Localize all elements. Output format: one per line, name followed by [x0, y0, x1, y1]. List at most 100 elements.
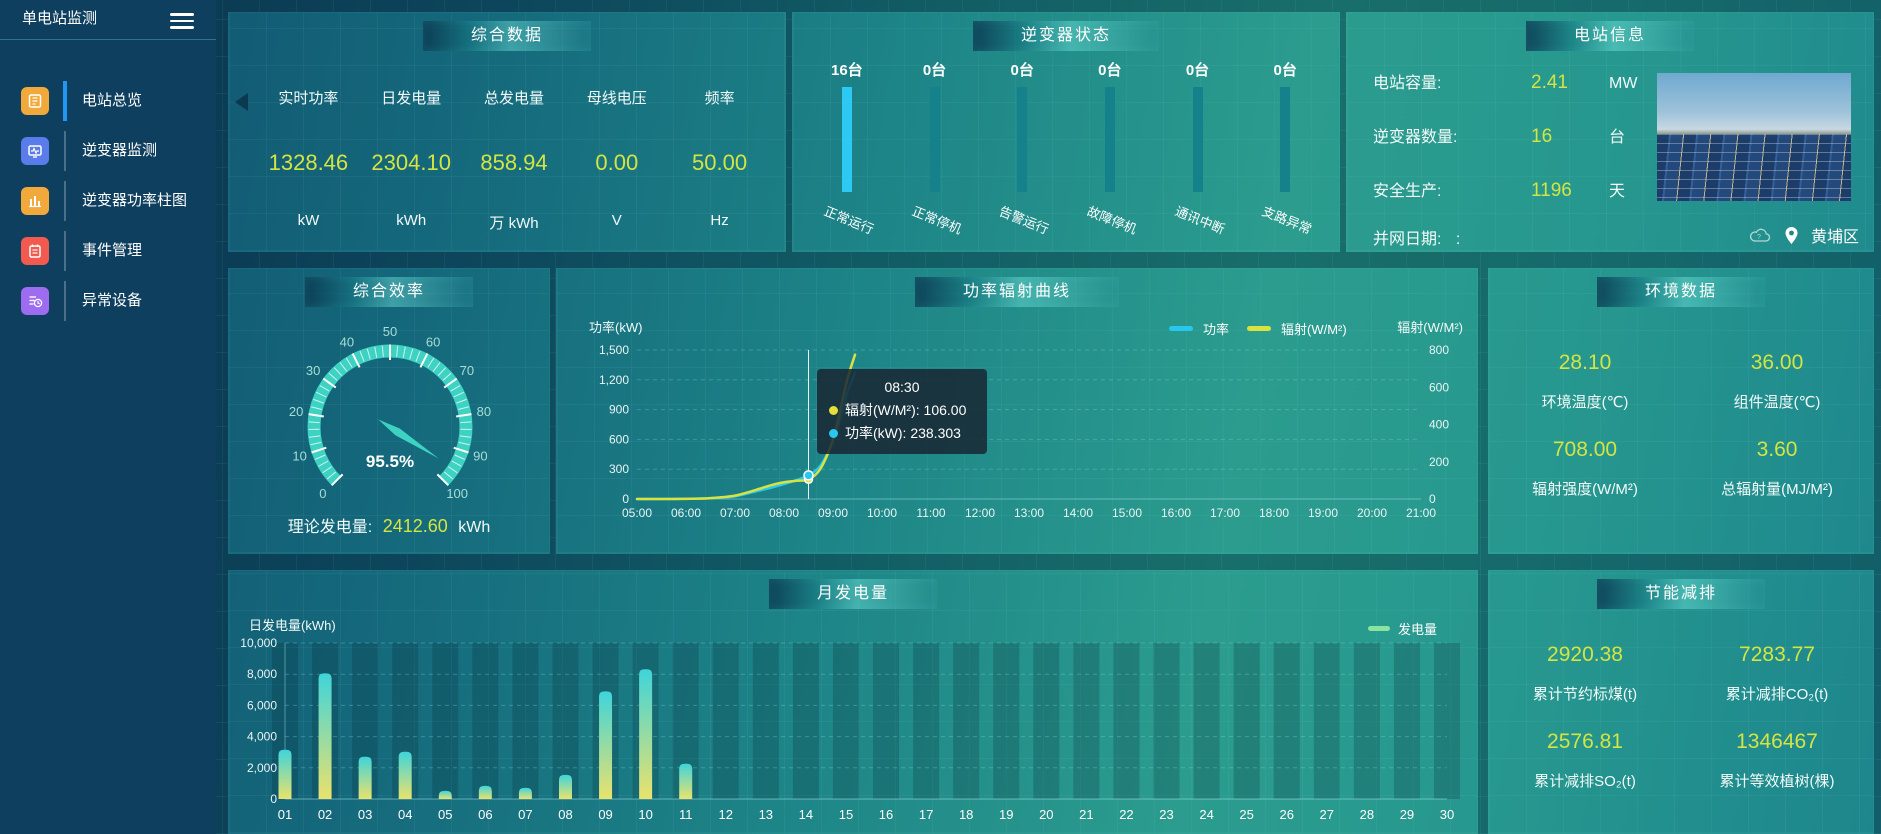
svg-text:08:00: 08:00 — [769, 506, 799, 520]
summary-metrics: 实时功率 1328.46 kW 日发电量 2304.10 kWh 总发电量 85… — [257, 65, 771, 233]
svg-text:12: 12 — [719, 807, 733, 822]
sidebar-item-station-overview[interactable]: 电站总览 — [0, 76, 216, 126]
power-legend-marker[interactable] — [1169, 326, 1193, 331]
svg-text:11: 11 — [679, 807, 693, 822]
generation-legend-marker[interactable] — [1367, 626, 1390, 631]
monthly-generation-chart[interactable]: 0 2,000 4,000 6,000 8,000 10,000 01 02 03 04 05 06 0… — [229, 571, 1479, 834]
collapse-arrow-icon[interactable] — [235, 93, 248, 111]
radiation-legend-marker[interactable] — [1247, 326, 1272, 331]
svg-text:10:00: 10:00 — [867, 506, 897, 520]
metric-daily-generation: 日发电量 2304.10 kWh — [371, 90, 451, 229]
svg-text:21:00: 21:00 — [1406, 506, 1436, 520]
district-label: 黄埔区 — [1810, 229, 1859, 246]
curve-legend: 功率 辐射(W/M²) — [1169, 319, 1355, 338]
svg-text:08: 08 — [558, 807, 572, 822]
menu-divider — [64, 281, 66, 321]
svg-text:8,000: 8,000 — [247, 667, 277, 681]
inverter-status-normal-stop: 0台 正常停机 — [909, 62, 964, 237]
inverter-count-row: 逆变器数量: 16 台 — [1373, 126, 1626, 147]
svg-text:18: 18 — [959, 807, 973, 822]
svg-text:4,000: 4,000 — [247, 730, 277, 744]
savings-metrics: 2920.38 累计节约标煤(t) 7283.77 累计减排CO₂(t) 257… — [1489, 643, 1873, 817]
svg-text:90: 90 — [473, 448, 487, 463]
metric-ambient-temp: 28.10 环境温度(℃) — [1541, 351, 1629, 411]
status-bar — [929, 87, 940, 192]
svg-text:0: 0 — [1429, 492, 1436, 506]
svg-text:23: 23 — [1159, 807, 1173, 822]
panel-title: 月发电量 — [768, 579, 938, 609]
status-bar — [1017, 87, 1028, 192]
sidebar: 单电站监测 电站总览 逆变器监测 — [0, 0, 216, 834]
svg-text:6,000: 6,000 — [247, 698, 277, 712]
svg-text:100: 100 — [446, 486, 468, 501]
svg-text:50: 50 — [383, 324, 397, 339]
tooltip-power: 功率(kW): 238.303 — [829, 422, 975, 445]
svg-text:15: 15 — [839, 807, 853, 822]
svg-text:300: 300 — [609, 462, 629, 476]
overview-icon — [21, 87, 49, 115]
panel-inverter-status: 逆变器状态 16台 正常运行 0台 正常停机 0台 告警运行 0台 故障停机 — [792, 12, 1340, 252]
sidebar-item-inverter-monitor[interactable]: 逆变器监测 — [0, 126, 216, 176]
inverter-status-comm-lost: 0台 通讯中断 — [1172, 62, 1227, 237]
svg-text:900: 900 — [609, 403, 629, 417]
sidebar-item-label: 逆变器功率柱图 — [82, 192, 188, 209]
panel-title: 综合效率 — [304, 277, 474, 307]
svg-text:29: 29 — [1400, 807, 1414, 822]
menu-divider — [64, 181, 66, 221]
sidebar-item-inverter-power-bars[interactable]: 逆变器功率柱图 — [0, 176, 216, 226]
generation-legend-label[interactable]: 发电量 — [1397, 622, 1437, 637]
status-bar — [841, 87, 852, 192]
monthly-y-axis-name: 日发电量(kWh) — [249, 618, 336, 633]
tooltip-time: 08:30 — [884, 379, 920, 395]
metric-trees-equivalent: 1346467 累计等效植树(棵) — [1719, 730, 1835, 790]
monthly-legend: 发电量 — [1367, 619, 1437, 638]
menu-divider — [64, 231, 66, 271]
metric-total-generation: 总发电量 858.94 万 kWh — [480, 90, 548, 232]
panel-environment-data: 环境数据 28.10 环境温度(℃) 36.00 组件温度(℃) 708.00 … — [1488, 268, 1874, 554]
weather-cloud-icon: ? — [1749, 228, 1771, 242]
sidebar-item-label: 异常设备 — [82, 292, 143, 309]
hamburger-menu-icon[interactable] — [170, 13, 194, 29]
left-axis-name: 功率(kW) — [589, 320, 643, 335]
radiation-legend-label[interactable]: 辐射(W/M²) — [1281, 322, 1347, 337]
status-bar — [1280, 87, 1291, 192]
status-bar — [1104, 87, 1115, 192]
svg-text:13:00: 13:00 — [1014, 506, 1044, 520]
efficiency-gauge-chart[interactable]: 0 10 20 30 40 50 60 70 80 90 100 95.5% — [229, 315, 551, 528]
svg-text:30: 30 — [1440, 807, 1454, 822]
chart-tooltip: 08:30 辐射(W/M²): 106.00 功率(kW): 238.303 — [817, 369, 987, 454]
panel-title: 环境数据 — [1596, 277, 1766, 307]
svg-text:04: 04 — [398, 807, 412, 822]
svg-text:0: 0 — [270, 792, 277, 806]
grid-date-row: 并网日期: : — [1373, 231, 1461, 248]
svg-text:22: 22 — [1119, 807, 1133, 822]
svg-text:03: 03 — [358, 807, 372, 822]
metric-co2-reduced: 7283.77 累计减排CO₂(t) — [1725, 643, 1829, 703]
power-radiation-chart[interactable]: 0 300 600 900 1,200 1,500 0 200 400 600 800 05:00 06… — [557, 269, 1479, 555]
svg-text:05: 05 — [438, 807, 452, 822]
metric-total-radiation: 3.60 总辐射量(MJ/M²) — [1721, 438, 1833, 498]
panel-title: 节能减排 — [1596, 579, 1766, 609]
power-legend-label[interactable]: 功率 — [1203, 322, 1230, 337]
abnormal-device-icon — [21, 287, 49, 315]
svg-text:800: 800 — [1429, 343, 1449, 357]
svg-text:30: 30 — [306, 363, 320, 378]
svg-text:17:00: 17:00 — [1210, 506, 1240, 520]
panel-monthly-generation: 月发电量 日发电量(kWh) 发电量 0 2,000 4,000 6,000 8,000… — [228, 570, 1478, 834]
svg-text:07:00: 07:00 — [720, 506, 750, 520]
svg-text:06: 06 — [478, 807, 492, 822]
metric-frequency: 频率 50.00 Hz — [692, 90, 748, 229]
panel-efficiency: 综合效率 0 10 20 30 40 50 60 70 80 90 100 95.5% 理论发电量: … — [228, 268, 550, 554]
svg-text:13: 13 — [759, 807, 773, 822]
svg-text:25: 25 — [1239, 807, 1253, 822]
svg-text:15:00: 15:00 — [1112, 506, 1142, 520]
svg-text:05:00: 05:00 — [622, 506, 652, 520]
inverter-status-bars[interactable]: 16台 正常运行 0台 正常停机 0台 告警运行 0台 故障停机 0台 — [803, 59, 1329, 238]
svg-text:09:00: 09:00 — [818, 506, 848, 520]
theoretical-generation: 理论发电量: 2412.60 kWh — [287, 516, 491, 536]
metric-realtime-power: 实时功率 1328.46 kW — [268, 90, 349, 229]
svg-text:21: 21 — [1079, 807, 1093, 822]
power-dot — [829, 429, 838, 438]
sidebar-item-event-management[interactable]: 事件管理 — [0, 226, 216, 276]
sidebar-item-abnormal-devices[interactable]: 异常设备 — [0, 276, 216, 326]
